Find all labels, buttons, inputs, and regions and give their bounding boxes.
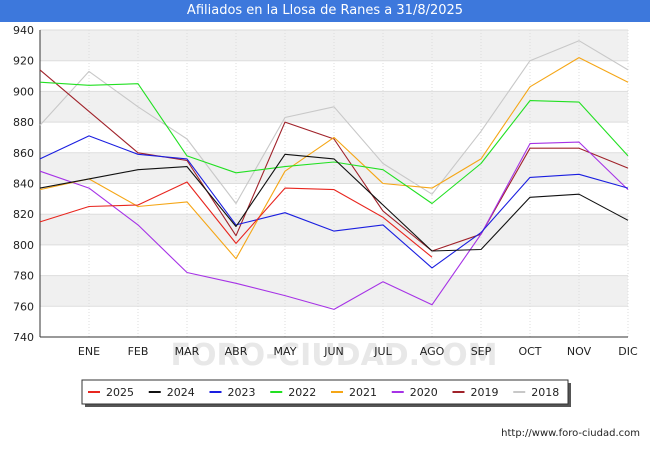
x-tick-label: AGO	[420, 345, 445, 358]
x-tick-label: NOV	[567, 345, 592, 358]
series-line-2022	[39, 81, 629, 205]
legend-label-2019: 2019	[471, 386, 499, 399]
grid-band	[40, 275, 628, 307]
legend-label-2018: 2018	[531, 386, 559, 399]
x-tick-label: JUN	[323, 345, 344, 358]
x-tick-label: DIC	[618, 345, 638, 358]
series-line-2023	[39, 135, 629, 269]
y-tick-label: 860	[13, 147, 34, 160]
series-line-2024	[39, 153, 629, 252]
legend-label-2023: 2023	[228, 386, 256, 399]
source-credit: http://www.foro-ciudad.com	[501, 428, 640, 439]
y-tick-label: 940	[13, 24, 34, 37]
series-line-2019	[39, 69, 629, 252]
series-line-2025	[39, 181, 433, 258]
x-tick-label: OCT	[518, 345, 541, 358]
x-tick-label: FEB	[128, 345, 149, 358]
y-tick-label: 900	[13, 85, 34, 98]
series-line-2021	[39, 57, 629, 260]
watermark: FORO-CIUDAD.COM	[171, 338, 498, 373]
y-tick-label: 760	[13, 300, 34, 313]
legend-label-2024: 2024	[167, 386, 195, 399]
chart-title: Afiliados en la Llosa de Ranes a 31/8/20…	[0, 0, 650, 22]
legend	[81, 379, 569, 405]
x-tick-label: ABR	[225, 345, 248, 358]
y-tick-label: 800	[13, 239, 34, 252]
x-tick-label: ENE	[78, 345, 100, 358]
y-tick-label: 740	[13, 331, 34, 344]
legend-label-2020: 2020	[410, 386, 438, 399]
legend-label-2022: 2022	[288, 386, 316, 399]
legend-label-2025: 2025	[106, 386, 134, 399]
x-tick-label: MAR	[175, 345, 200, 358]
legend-label-2021: 2021	[349, 386, 377, 399]
y-tick-label: 840	[13, 178, 34, 191]
y-tick-label: 780	[13, 270, 34, 283]
series-line-2018	[39, 40, 629, 205]
x-tick-label: JUL	[373, 345, 392, 358]
y-tick-label: 880	[13, 116, 34, 129]
y-tick-label: 920	[13, 55, 34, 68]
y-tick-label: 820	[13, 208, 34, 221]
series-line-2020	[39, 141, 629, 310]
x-tick-label: MAY	[274, 345, 297, 358]
x-tick-label: SEP	[471, 345, 492, 358]
